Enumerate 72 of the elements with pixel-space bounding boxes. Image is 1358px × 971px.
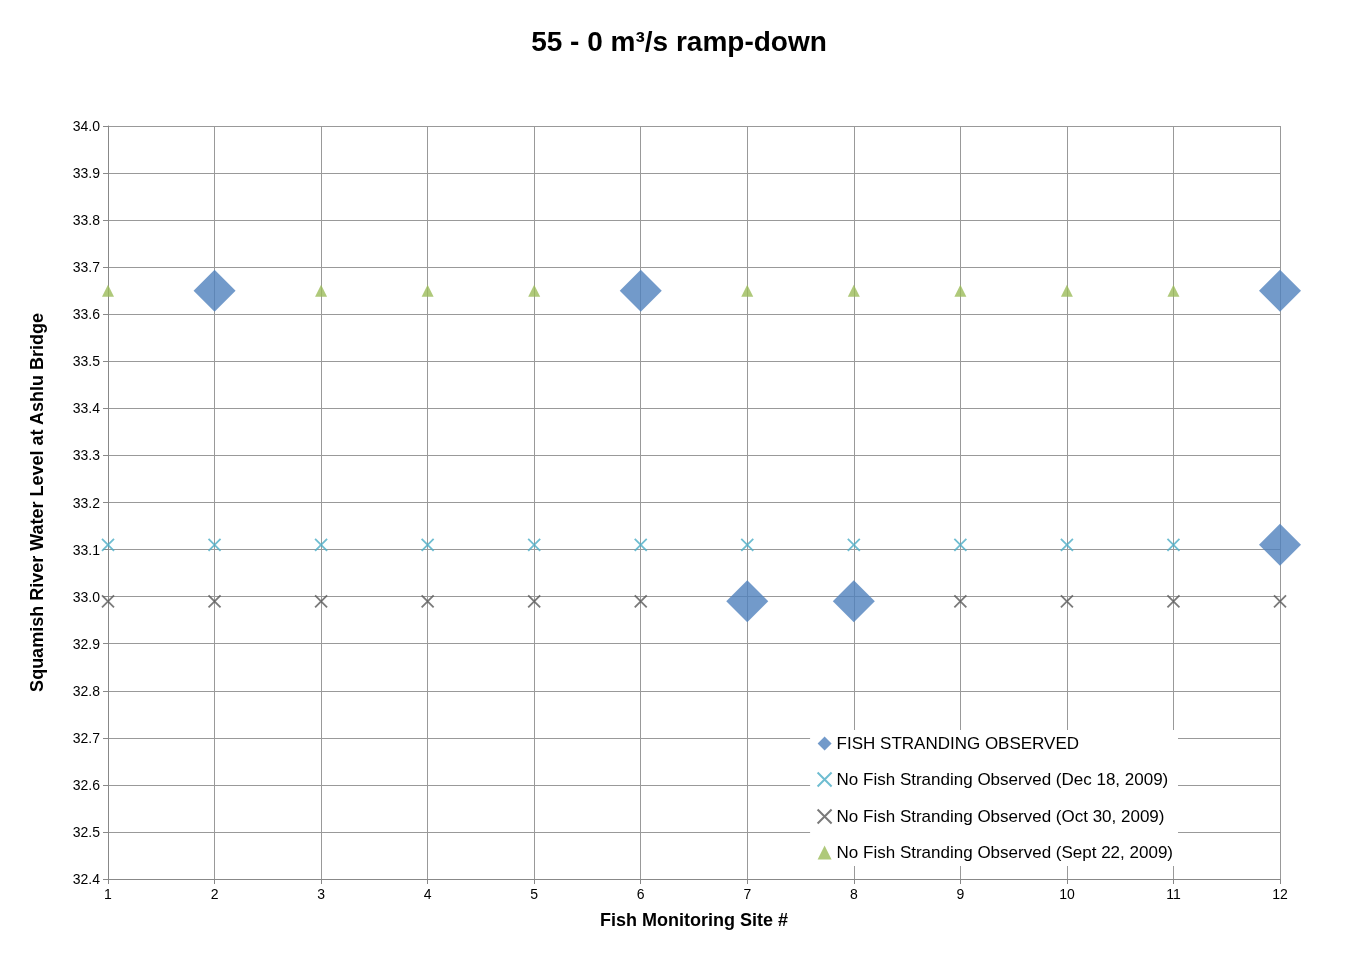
- legend-label: No Fish Stranding Observed (Dec 18, 2009): [836, 770, 1169, 789]
- y-tick-label: 33.8: [72, 212, 101, 229]
- point: [1167, 284, 1180, 297]
- x-tick-label: 10: [1059, 886, 1075, 902]
- point: [314, 537, 328, 552]
- x-tick-label: 4: [423, 886, 432, 902]
- x-tick-label: 3: [317, 886, 326, 902]
- point: [1166, 537, 1181, 552]
- y-tick-label: 33.0: [72, 588, 101, 605]
- x-tick-label: 9: [956, 886, 965, 902]
- y-axis-title: Squamish River Water Level at Ashlu Bridge: [27, 313, 47, 692]
- y-tick-label: 32.5: [72, 823, 101, 840]
- y-tick-label: 33.7: [72, 259, 101, 276]
- x-tick-label: 5: [530, 886, 539, 902]
- point: [954, 284, 967, 297]
- y-tick-label: 34.0: [72, 118, 101, 134]
- legend-label: No Fish Stranding Observed (Sept 22, 2009): [836, 843, 1173, 862]
- chart-title: 55 - 0 m³/s ramp-down: [531, 25, 827, 57]
- x-tick-label: 11: [1166, 886, 1181, 902]
- point: [420, 594, 435, 609]
- point: [528, 284, 541, 297]
- y-tick-label: 33.6: [72, 306, 101, 323]
- y-tick-label: 32.9: [72, 635, 101, 652]
- point: [953, 594, 968, 609]
- point: [832, 580, 875, 623]
- point: [527, 594, 542, 609]
- point: [1060, 537, 1074, 552]
- point: [847, 284, 860, 297]
- x-axis-title: Fish Monitoring Site #: [600, 910, 788, 930]
- point: [633, 594, 648, 609]
- y-tick-label: 32.4: [72, 871, 101, 887]
- y-tick-label: 33.5: [72, 353, 101, 370]
- y-tick-label: 33.2: [72, 494, 101, 511]
- point: [741, 284, 754, 297]
- point: [421, 284, 434, 297]
- x-tick-label: 6: [636, 886, 645, 902]
- x-tick-label: 8: [849, 886, 858, 902]
- point: [1259, 523, 1301, 566]
- point: [740, 537, 755, 552]
- y-tick-label: 33.9: [72, 165, 101, 182]
- point: [1259, 269, 1301, 312]
- point: [420, 537, 435, 552]
- y-tick-label: 32.6: [72, 776, 101, 793]
- y-tick-label: 33.3: [72, 447, 101, 464]
- point: [633, 537, 648, 552]
- point: [527, 537, 542, 552]
- x-tick-label: 12: [1272, 886, 1288, 902]
- x-tick-label: 1: [104, 886, 113, 902]
- point: [846, 537, 861, 552]
- point: [1060, 284, 1073, 297]
- point: [619, 269, 662, 312]
- legend-label: No Fish Stranding Observed (Oct 30, 2009): [836, 807, 1165, 826]
- point: [1273, 594, 1287, 609]
- point: [102, 284, 114, 297]
- x-tick-label: 2: [210, 886, 219, 902]
- point: [207, 537, 222, 552]
- point: [101, 594, 115, 609]
- point: [315, 284, 328, 297]
- y-tick-label: 33.1: [72, 541, 101, 558]
- point: [314, 594, 328, 609]
- legend-label: FISH STRANDING OBSERVED: [836, 734, 1080, 753]
- point: [726, 580, 769, 623]
- point: [207, 594, 222, 609]
- point: [193, 269, 236, 312]
- point: [101, 537, 115, 552]
- x-tick-label: 7: [743, 886, 752, 902]
- y-tick-label: 32.8: [72, 682, 101, 699]
- y-tick-label: 32.7: [72, 729, 101, 746]
- point: [1060, 594, 1074, 609]
- y-tick-label: 33.4: [72, 400, 101, 417]
- point: [1166, 594, 1181, 609]
- point: [953, 537, 968, 552]
